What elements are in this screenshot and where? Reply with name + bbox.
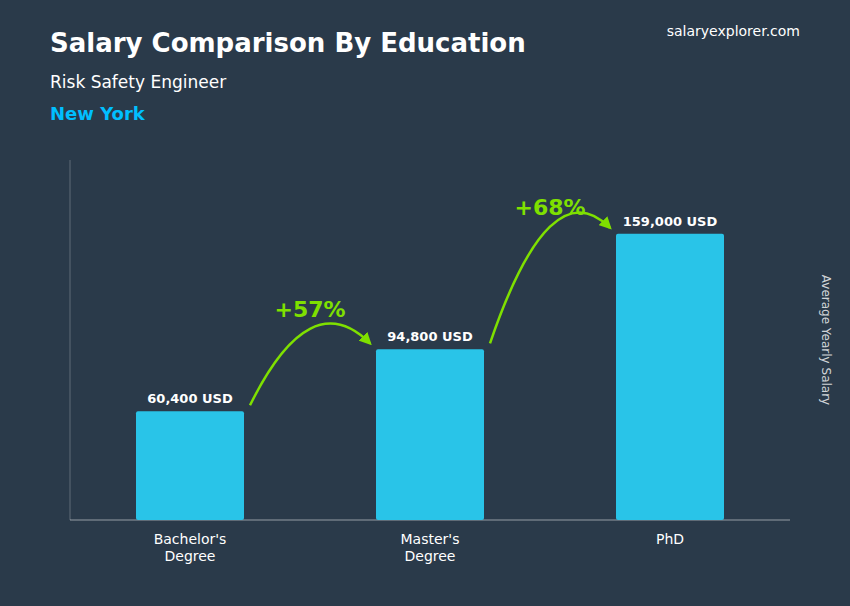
- bar: [136, 411, 244, 520]
- x-tick-label-line: Degree: [405, 548, 456, 564]
- data-label: 94,800 USD: [387, 329, 473, 344]
- x-tick-label-line: Degree: [165, 548, 216, 564]
- watermark: salaryexplorer.com: [667, 23, 800, 39]
- x-tick-label: Bachelor'sDegree: [154, 531, 227, 564]
- x-tick-label-line: PhD: [656, 531, 684, 547]
- bars: [136, 234, 724, 520]
- data-label: 60,400 USD: [147, 391, 233, 406]
- x-tick-label: Master'sDegree: [401, 531, 460, 564]
- y-axis-line: [70, 160, 71, 520]
- arrow: [490, 213, 610, 344]
- page: {"chart_data": {"type": "bar", "title": …: [0, 0, 850, 606]
- chart-svg: Salary Comparison By Education Risk Safet…: [0, 0, 850, 606]
- data-label: 159,000 USD: [623, 214, 718, 229]
- annotation: +68%: [514, 195, 585, 220]
- arrow: [250, 324, 370, 406]
- annotation: +57%: [274, 297, 345, 322]
- x-tick-label-line: Master's: [401, 531, 460, 547]
- bar: [376, 349, 484, 520]
- background: [0, 0, 850, 606]
- location: New York: [50, 103, 146, 124]
- y-axis-label: Average Yearly Salary: [819, 275, 833, 405]
- title: Salary Comparison By Education: [50, 28, 526, 58]
- x-tick-label-line: Bachelor's: [154, 531, 227, 547]
- subtitle: Risk Safety Engineer: [50, 72, 226, 92]
- bar: [616, 234, 724, 520]
- x-tick-label: PhD: [656, 531, 684, 547]
- chart-container: Salary Comparison By Education Risk Safet…: [0, 0, 850, 606]
